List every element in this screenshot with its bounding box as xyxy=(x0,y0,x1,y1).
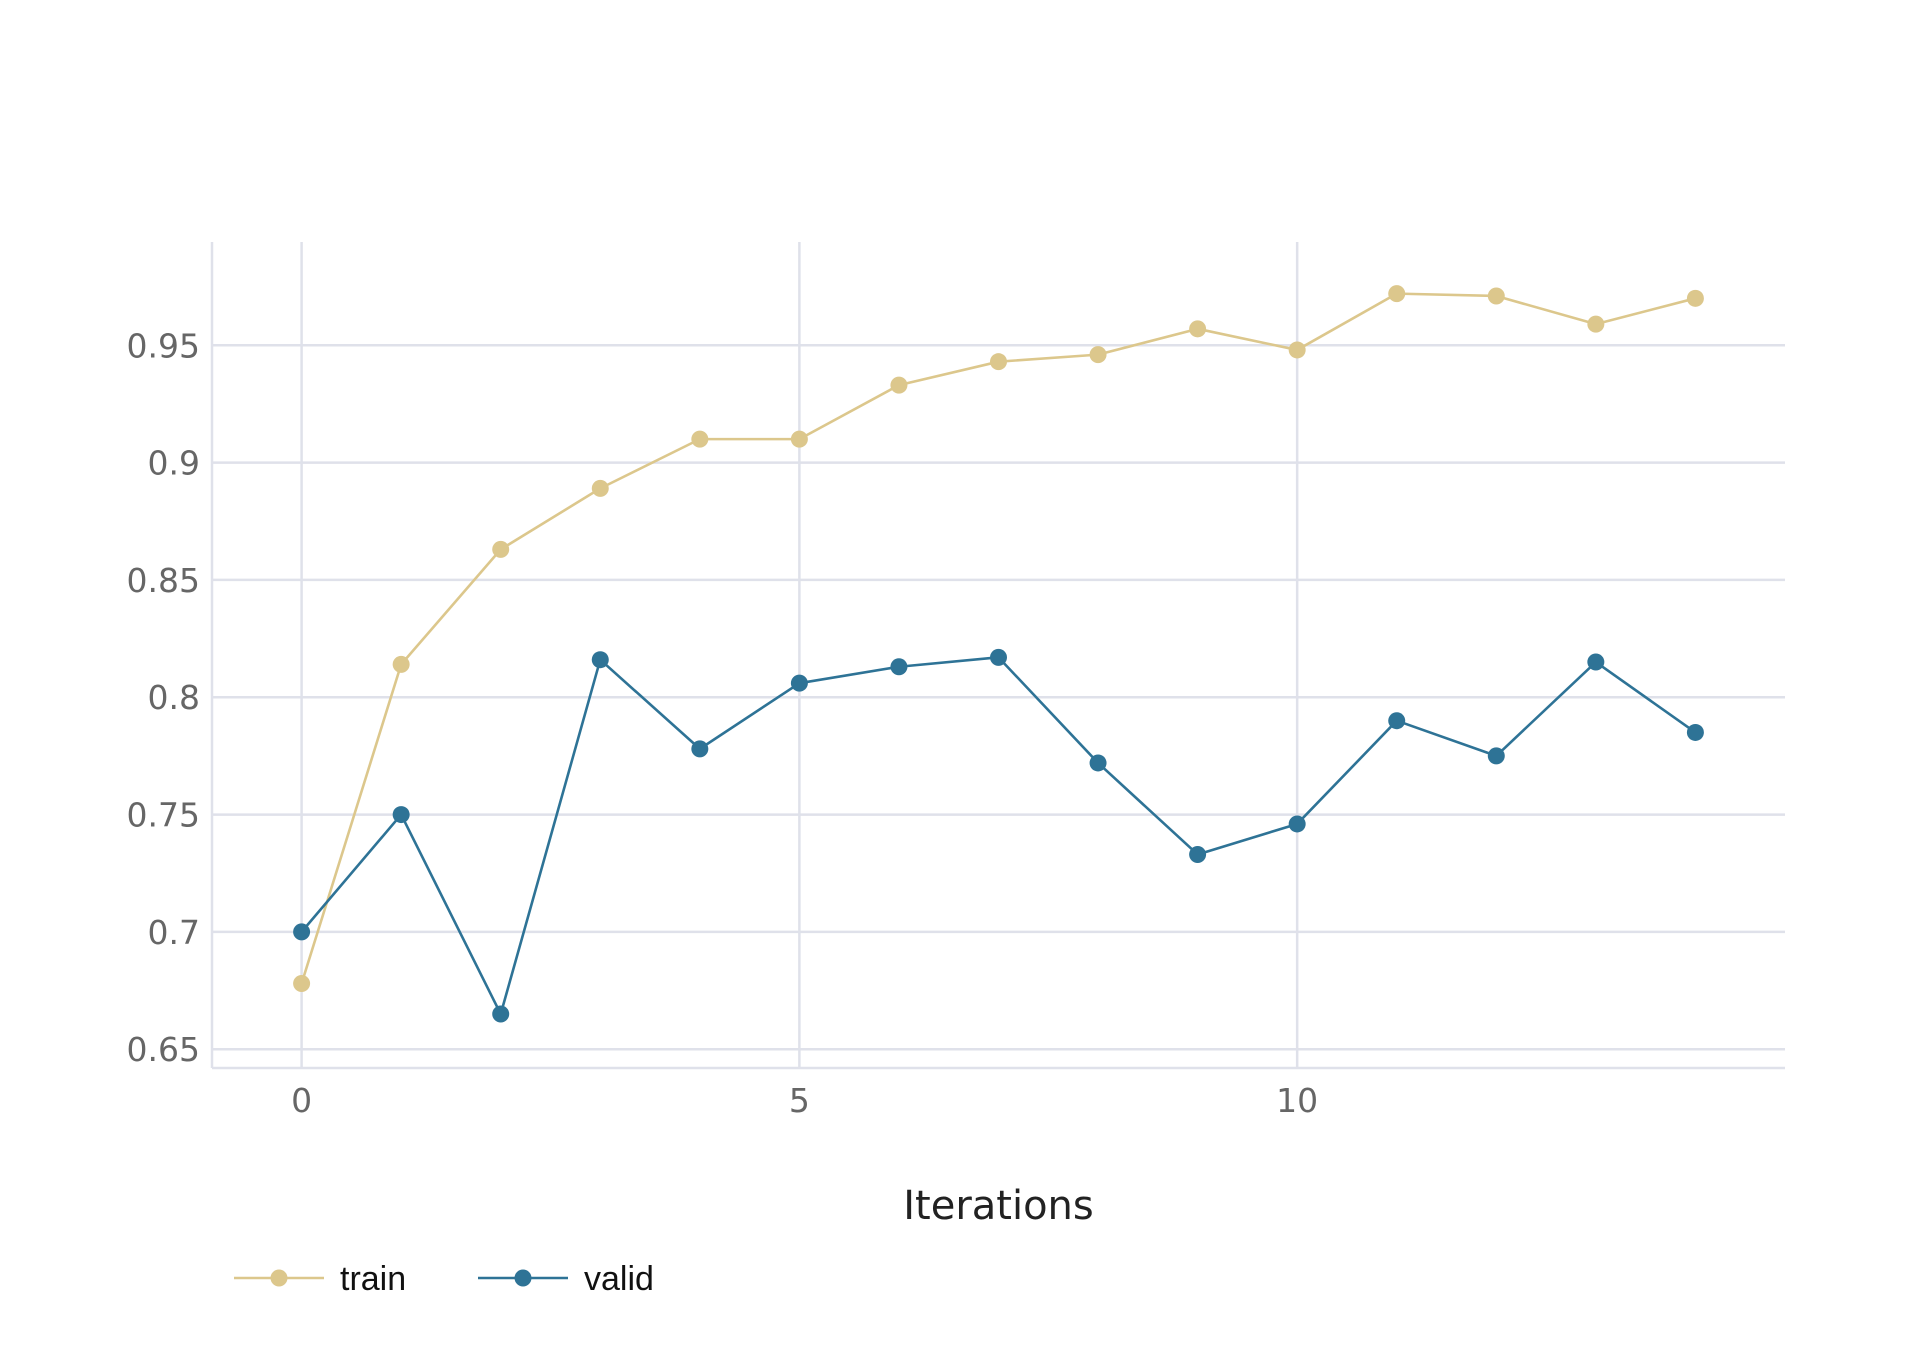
y-tick-label: 0.95 xyxy=(127,326,200,365)
data-point-valid xyxy=(591,651,609,669)
data-point-train xyxy=(990,353,1007,371)
data-point-valid xyxy=(790,674,808,692)
data-point-train xyxy=(1487,287,1505,305)
data-point-train xyxy=(293,975,311,993)
legend-swatch-marker-valid xyxy=(514,1269,532,1287)
data-point-valid xyxy=(1288,815,1306,833)
x-tick-label: 0 xyxy=(291,1081,312,1120)
axes xyxy=(210,242,1785,1070)
x-tick-label: 5 xyxy=(789,1081,810,1120)
data-point-train xyxy=(591,479,609,497)
y-tick-label: 0.9 xyxy=(148,444,200,483)
y-tick-label: 0.8 xyxy=(148,678,200,717)
data-point-train xyxy=(790,430,808,448)
legend: train valid xyxy=(234,1260,654,1298)
data-point-train xyxy=(1686,289,1704,307)
data-point-valid xyxy=(1686,723,1704,741)
data-point-valid xyxy=(1388,712,1406,730)
y-tick-label: 0.7 xyxy=(148,913,200,952)
data-point-valid xyxy=(1089,754,1107,772)
legend-label-valid: valid xyxy=(584,1260,654,1298)
data-point-valid xyxy=(1189,845,1207,863)
x-tick-label: 10 xyxy=(1276,1081,1318,1120)
data-point-train xyxy=(1189,320,1207,338)
data-point-train xyxy=(1089,346,1107,364)
series-line-train xyxy=(300,292,1696,984)
data-point-train xyxy=(1288,341,1306,359)
data-point-valid xyxy=(1587,653,1605,671)
legend-label-train: train xyxy=(340,1260,406,1298)
data-point-train xyxy=(492,540,510,558)
tick-labels: 0.65 0.7 0.75 0.8 0.85 0.9 0.95 0 5 10 xyxy=(127,326,1319,1120)
data-point-valid xyxy=(392,806,410,824)
x-axis-title: Iterations xyxy=(903,1183,1094,1229)
data-point-train xyxy=(1587,315,1605,333)
data-point-train xyxy=(1388,285,1406,303)
data-point-valid xyxy=(492,1005,510,1023)
series-line-valid xyxy=(300,656,1697,1016)
data-point-valid xyxy=(293,923,311,941)
series xyxy=(293,285,1704,1023)
data-point-train xyxy=(691,430,709,448)
data-point-train xyxy=(890,376,908,394)
legend-swatch-marker-train xyxy=(270,1269,288,1287)
data-point-valid xyxy=(990,648,1007,666)
y-tick-label: 0.85 xyxy=(127,561,200,600)
data-point-valid xyxy=(890,658,908,676)
data-point-train xyxy=(392,655,410,673)
data-point-valid xyxy=(691,740,709,758)
y-tick-label: 0.75 xyxy=(127,796,200,835)
y-tick-label: 0.65 xyxy=(127,1030,200,1069)
data-point-valid xyxy=(1487,747,1505,765)
